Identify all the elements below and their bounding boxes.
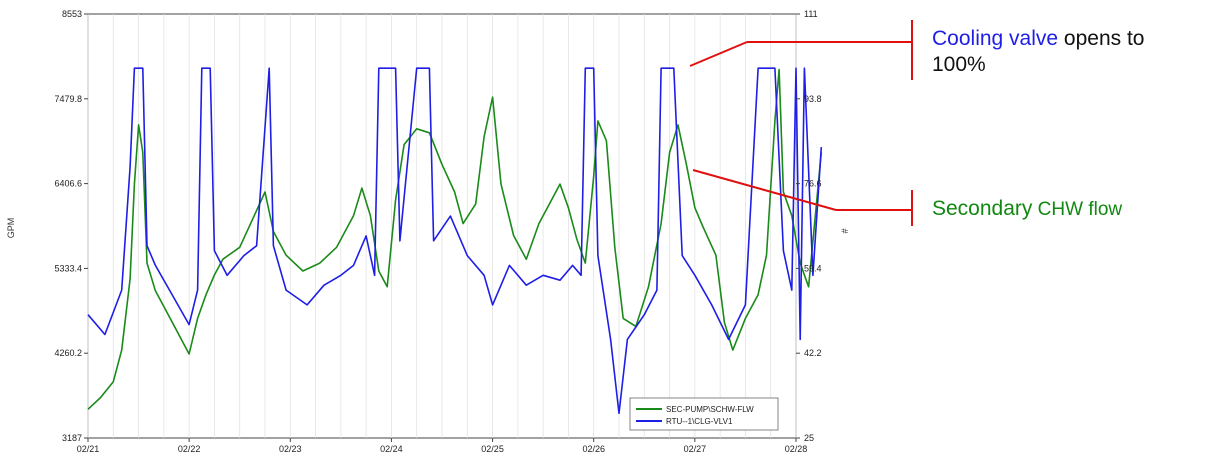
cooling-valve-rest: opens to: [1058, 27, 1145, 50]
x-tick-label: 02/25: [481, 444, 504, 454]
y-left-tick-label: 6406.6: [54, 179, 82, 189]
y-right-tick-label: 76.6: [804, 179, 822, 189]
y-left-tick-label: 8553: [62, 9, 82, 19]
y-right-tick-label: 42.2: [804, 348, 822, 358]
tick-labels: 02/21 02/22 02/23 02/24 02/25 02/26 02/27 02/28…: [54, 9, 821, 454]
x-tick-label: 02/28: [785, 444, 808, 454]
y-right-tick-label: 25: [804, 433, 814, 443]
annotation-callouts: [689, 20, 913, 226]
x-tick-label: 02/22: [178, 444, 201, 454]
legend: SEC-PUMP\SCHW-FLW RTU--1\CLG-VLV1: [629, 397, 779, 431]
y-right-axis-title: #: [840, 228, 850, 233]
legend-box: [629, 397, 779, 431]
secondary-flow-rest: CHW flow: [1032, 199, 1123, 220]
secondary-flow-highlight: Secondary: [932, 197, 1033, 220]
cooling-valve-annotation: Cooling valve opens to 100%: [932, 26, 1144, 78]
legend-label-flow: SEC-PUMP\SCHW-FLW: [666, 405, 754, 414]
y-left-tick-label: 4260.2: [54, 348, 82, 358]
y-right-tick-label: 111: [804, 9, 818, 19]
series-line-secondary-chw-flow: [87, 68, 823, 410]
x-tick-label: 02/23: [279, 444, 302, 454]
y-right-tick-label: 59.4: [804, 263, 822, 273]
x-tick-label: 02/27: [684, 444, 707, 454]
y-left-tick-label: 7479.8: [54, 94, 82, 104]
cooling-valve-line2: 100%: [932, 53, 986, 76]
y-right-tick-label: 93.8: [804, 94, 822, 104]
series-line-cooling-valve: [87, 67, 823, 415]
legend-label-valve: RTU--1\CLG-VLV1: [666, 417, 733, 426]
series-layer: [87, 67, 823, 415]
x-tick-label: 02/26: [582, 444, 605, 454]
y-left-tick-label: 5333.4: [54, 263, 82, 273]
y-left-axis-title: GPM: [6, 218, 16, 239]
secondary-flow-annotation: Secondary CHW flow: [932, 196, 1122, 223]
flow-callout-pointer: [692, 169, 837, 211]
cooling-valve-highlight: Cooling valve: [932, 27, 1059, 50]
x-tick-label: 02/24: [380, 444, 403, 454]
cooling-callout-pointer: [689, 41, 748, 67]
y-left-tick-label: 3187: [62, 433, 82, 443]
x-tick-label: 02/21: [77, 444, 100, 454]
